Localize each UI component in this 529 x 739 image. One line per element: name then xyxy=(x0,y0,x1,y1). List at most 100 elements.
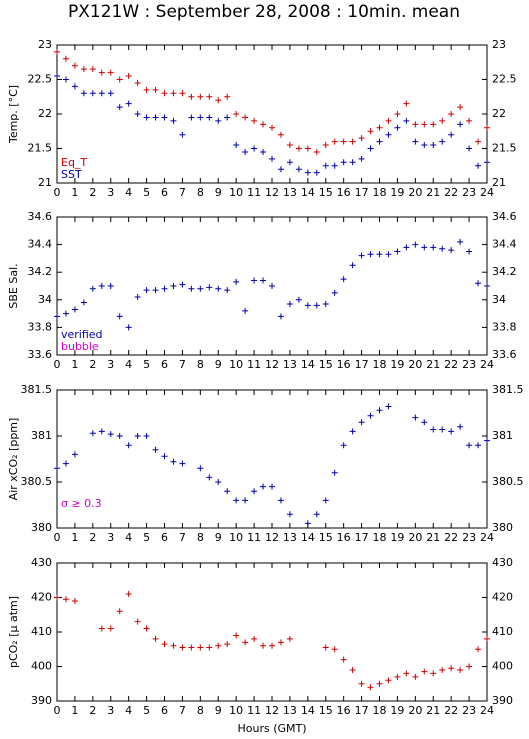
x-tick-label: 17 xyxy=(355,186,369,199)
point xyxy=(448,111,455,117)
point xyxy=(242,639,249,646)
point xyxy=(304,169,311,176)
point xyxy=(251,145,258,152)
point xyxy=(439,426,446,433)
point xyxy=(367,412,374,419)
point xyxy=(188,285,195,292)
point xyxy=(322,142,329,149)
point xyxy=(143,625,150,632)
point xyxy=(286,159,293,166)
point xyxy=(286,511,293,518)
y-tick-label: 420 xyxy=(31,591,52,604)
y-tick-label: 420 xyxy=(492,591,513,604)
point xyxy=(367,128,374,135)
point xyxy=(313,169,320,176)
point xyxy=(286,300,293,307)
point xyxy=(62,460,69,467)
point xyxy=(457,121,464,128)
point xyxy=(260,642,267,649)
point xyxy=(62,310,69,317)
point xyxy=(98,428,105,435)
point xyxy=(277,497,284,504)
x-tick-label: 19 xyxy=(390,531,404,544)
point xyxy=(152,635,159,642)
x-tick-label: 13 xyxy=(283,531,297,544)
x-tick-label: 1 xyxy=(71,186,78,199)
x-tick-label: 8 xyxy=(197,704,204,717)
point xyxy=(179,131,186,138)
point xyxy=(269,155,275,162)
y-tick-label: 34.6 xyxy=(492,210,517,223)
x-tick-label: 1 xyxy=(71,358,78,371)
point xyxy=(62,55,69,62)
x-tick-label: 10 xyxy=(229,358,243,371)
y-tick-label: 33.8 xyxy=(492,320,517,333)
point xyxy=(385,403,392,410)
point xyxy=(251,277,258,284)
point xyxy=(269,642,275,649)
point xyxy=(260,121,267,128)
x-tick-label: 4 xyxy=(125,704,132,717)
point xyxy=(475,646,482,653)
point xyxy=(448,665,455,672)
y-tick-label: 22 xyxy=(492,107,506,120)
x-tick-label: 4 xyxy=(125,186,132,199)
x-tick-label: 14 xyxy=(301,704,315,717)
point xyxy=(62,596,69,603)
point xyxy=(224,93,231,100)
y-tick-label: 23 xyxy=(492,38,506,51)
y-tick-label: 381 xyxy=(31,429,52,442)
plot-frame xyxy=(56,389,488,529)
point xyxy=(331,469,338,476)
x-tick-label: 0 xyxy=(54,704,61,717)
point xyxy=(349,428,356,435)
point xyxy=(295,166,302,173)
point xyxy=(251,488,258,495)
x-tick-label: 1 xyxy=(71,704,78,717)
point xyxy=(197,114,204,121)
point xyxy=(188,114,195,121)
point xyxy=(376,124,383,131)
point xyxy=(403,244,410,251)
y-tick-label: 21 xyxy=(38,176,52,189)
point xyxy=(349,159,356,166)
point xyxy=(125,591,132,598)
point xyxy=(358,419,365,426)
point xyxy=(439,117,446,124)
x-tick-label: 5 xyxy=(143,186,150,199)
x-tick-label: 13 xyxy=(283,358,297,371)
point xyxy=(71,83,78,90)
x-tick-label: 18 xyxy=(373,531,387,544)
point xyxy=(143,433,150,439)
x-tick-label: 3 xyxy=(107,704,114,717)
x-tick-label: 23 xyxy=(462,358,476,371)
point xyxy=(358,252,365,259)
point xyxy=(421,419,428,426)
point xyxy=(313,302,320,309)
point xyxy=(286,142,293,149)
point xyxy=(484,124,490,131)
point xyxy=(107,283,114,289)
y-tick-label: 34.4 xyxy=(28,238,53,251)
point xyxy=(251,635,258,642)
point xyxy=(134,618,141,625)
point xyxy=(251,117,258,124)
y-tick-label: 22 xyxy=(38,107,52,120)
x-tick-label: 12 xyxy=(265,704,279,717)
point xyxy=(322,497,329,504)
point xyxy=(340,159,347,166)
legend-entry: SST xyxy=(61,168,82,181)
x-tick-label: 14 xyxy=(301,358,315,371)
point xyxy=(448,247,455,254)
y-tick-label: 380.5 xyxy=(21,475,53,488)
x-tick-label: 9 xyxy=(215,186,222,199)
point xyxy=(197,285,204,292)
point xyxy=(286,635,293,642)
point xyxy=(412,121,419,128)
x-tick-label: 8 xyxy=(197,531,204,544)
chart-title: PX121W : September 28, 2008 : 10min. mea… xyxy=(68,2,460,22)
y-tick-label: 380 xyxy=(492,521,513,534)
point xyxy=(412,241,419,248)
x-tick-label: 23 xyxy=(462,186,476,199)
point xyxy=(233,278,240,285)
